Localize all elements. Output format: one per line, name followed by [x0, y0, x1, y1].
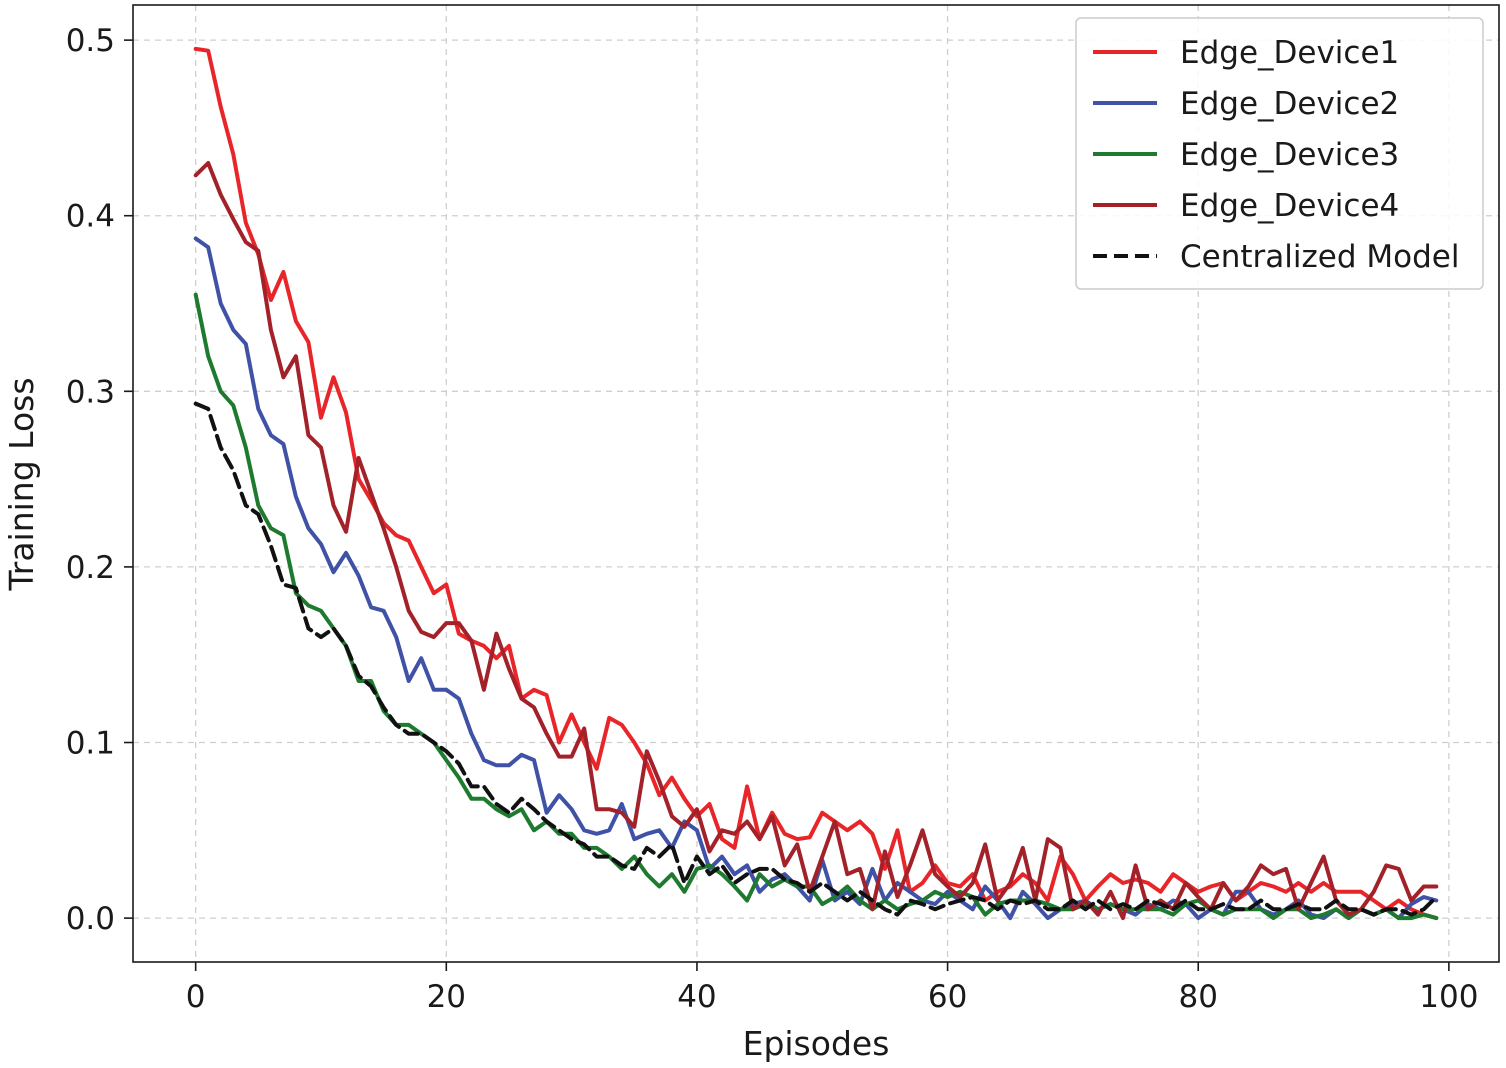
plot-frame — [132, 4, 1500, 963]
y-tick-label: 0.2 — [66, 550, 115, 586]
legend: Edge_Device1 Edge_Device2 Edge_Device3 Edge… — [1075, 17, 1484, 290]
y-tick-label: 0.0 — [66, 901, 115, 937]
legend-label-edge-device2: Edge_Device2 — [1180, 86, 1399, 122]
legend-label-centralized-model: Centralized Model — [1180, 239, 1459, 275]
x-axis-label: Episodes — [743, 1024, 890, 1063]
series-line-edge-device2 — [193, 236, 1439, 921]
y-axis: 0.0 0.1 0.2 0.3 0.4 0.5 — [66, 23, 133, 937]
y-tick-label: 0.1 — [66, 726, 115, 762]
y-tick-label: 0.5 — [66, 23, 115, 59]
y-tick-label: 0.3 — [66, 374, 115, 410]
y-tick-label: 0.4 — [66, 199, 115, 235]
legend-label-edge-device4: Edge_Device4 — [1180, 188, 1399, 224]
x-tick-label: 60 — [928, 979, 967, 1015]
x-tick-label: 100 — [1419, 979, 1478, 1015]
y-axis-label: Training Loss — [2, 377, 41, 591]
series-line-edge-device4 — [193, 161, 1439, 921]
legend-label-edge-device3: Edge_Device3 — [1180, 137, 1399, 173]
x-axis: 0 20 40 60 80 100 — [186, 962, 1478, 1015]
series-line-centralized-model — [193, 401, 1439, 917]
legend-box — [1075, 17, 1484, 290]
x-tick-label: 0 — [186, 979, 206, 1015]
x-tick-label: 20 — [427, 979, 466, 1015]
series-line-edge-device3 — [193, 292, 1439, 921]
series-layer — [193, 46, 1439, 921]
x-tick-label: 40 — [677, 979, 716, 1015]
legend-label-edge-device1: Edge_Device1 — [1180, 35, 1399, 71]
x-tick-label: 80 — [1179, 979, 1218, 1015]
